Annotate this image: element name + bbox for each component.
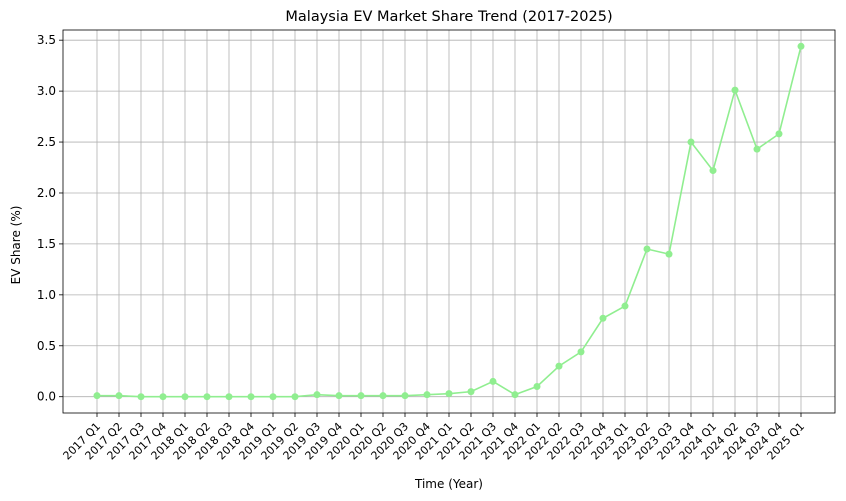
data-point [181, 393, 189, 401]
data-point [731, 86, 739, 94]
data-point [159, 393, 167, 401]
data-point [489, 377, 497, 385]
data-point [753, 145, 761, 153]
data-point [665, 250, 673, 258]
data-point [335, 392, 343, 400]
chart-title: Malaysia EV Market Share Trend (2017-202… [285, 9, 612, 25]
data-point [225, 393, 233, 401]
y-tick-label: 1.5 [37, 237, 56, 251]
data-point [555, 362, 563, 370]
data-point [247, 393, 255, 401]
data-point [599, 314, 607, 322]
data-point [137, 393, 145, 401]
y-tick-label: 0.0 [37, 390, 56, 404]
data-point [511, 391, 519, 399]
data-point [577, 348, 585, 356]
plot-area [93, 42, 805, 401]
data-point [93, 392, 101, 400]
data-point [357, 392, 365, 400]
data-point [313, 391, 321, 399]
y-tick-label: 2.0 [37, 186, 56, 200]
y-tick-label: 2.5 [37, 135, 56, 149]
data-point [269, 393, 277, 401]
data-point [533, 383, 541, 391]
data-point [401, 392, 409, 400]
y-axis-label: EV Share (%) [9, 206, 23, 285]
data-point [709, 167, 717, 175]
data-point [467, 388, 475, 396]
y-tick-label: 1.0 [37, 288, 56, 302]
y-tick-label: 0.5 [37, 339, 56, 353]
data-point [445, 390, 453, 398]
y-tick-label: 3.0 [37, 84, 56, 98]
plot-frame [62, 29, 836, 414]
data-point [775, 130, 783, 138]
y-tick-label: 3.5 [37, 33, 56, 47]
data-point [797, 42, 805, 50]
data-point [621, 302, 629, 310]
data-point [115, 392, 123, 400]
x-axis-label: Time (Year) [414, 477, 483, 491]
data-point [379, 392, 387, 400]
data-point [687, 138, 695, 146]
data-point [423, 391, 431, 399]
data-point [291, 393, 299, 401]
grid [63, 30, 835, 413]
data-point [203, 393, 211, 401]
data-point [643, 245, 651, 253]
